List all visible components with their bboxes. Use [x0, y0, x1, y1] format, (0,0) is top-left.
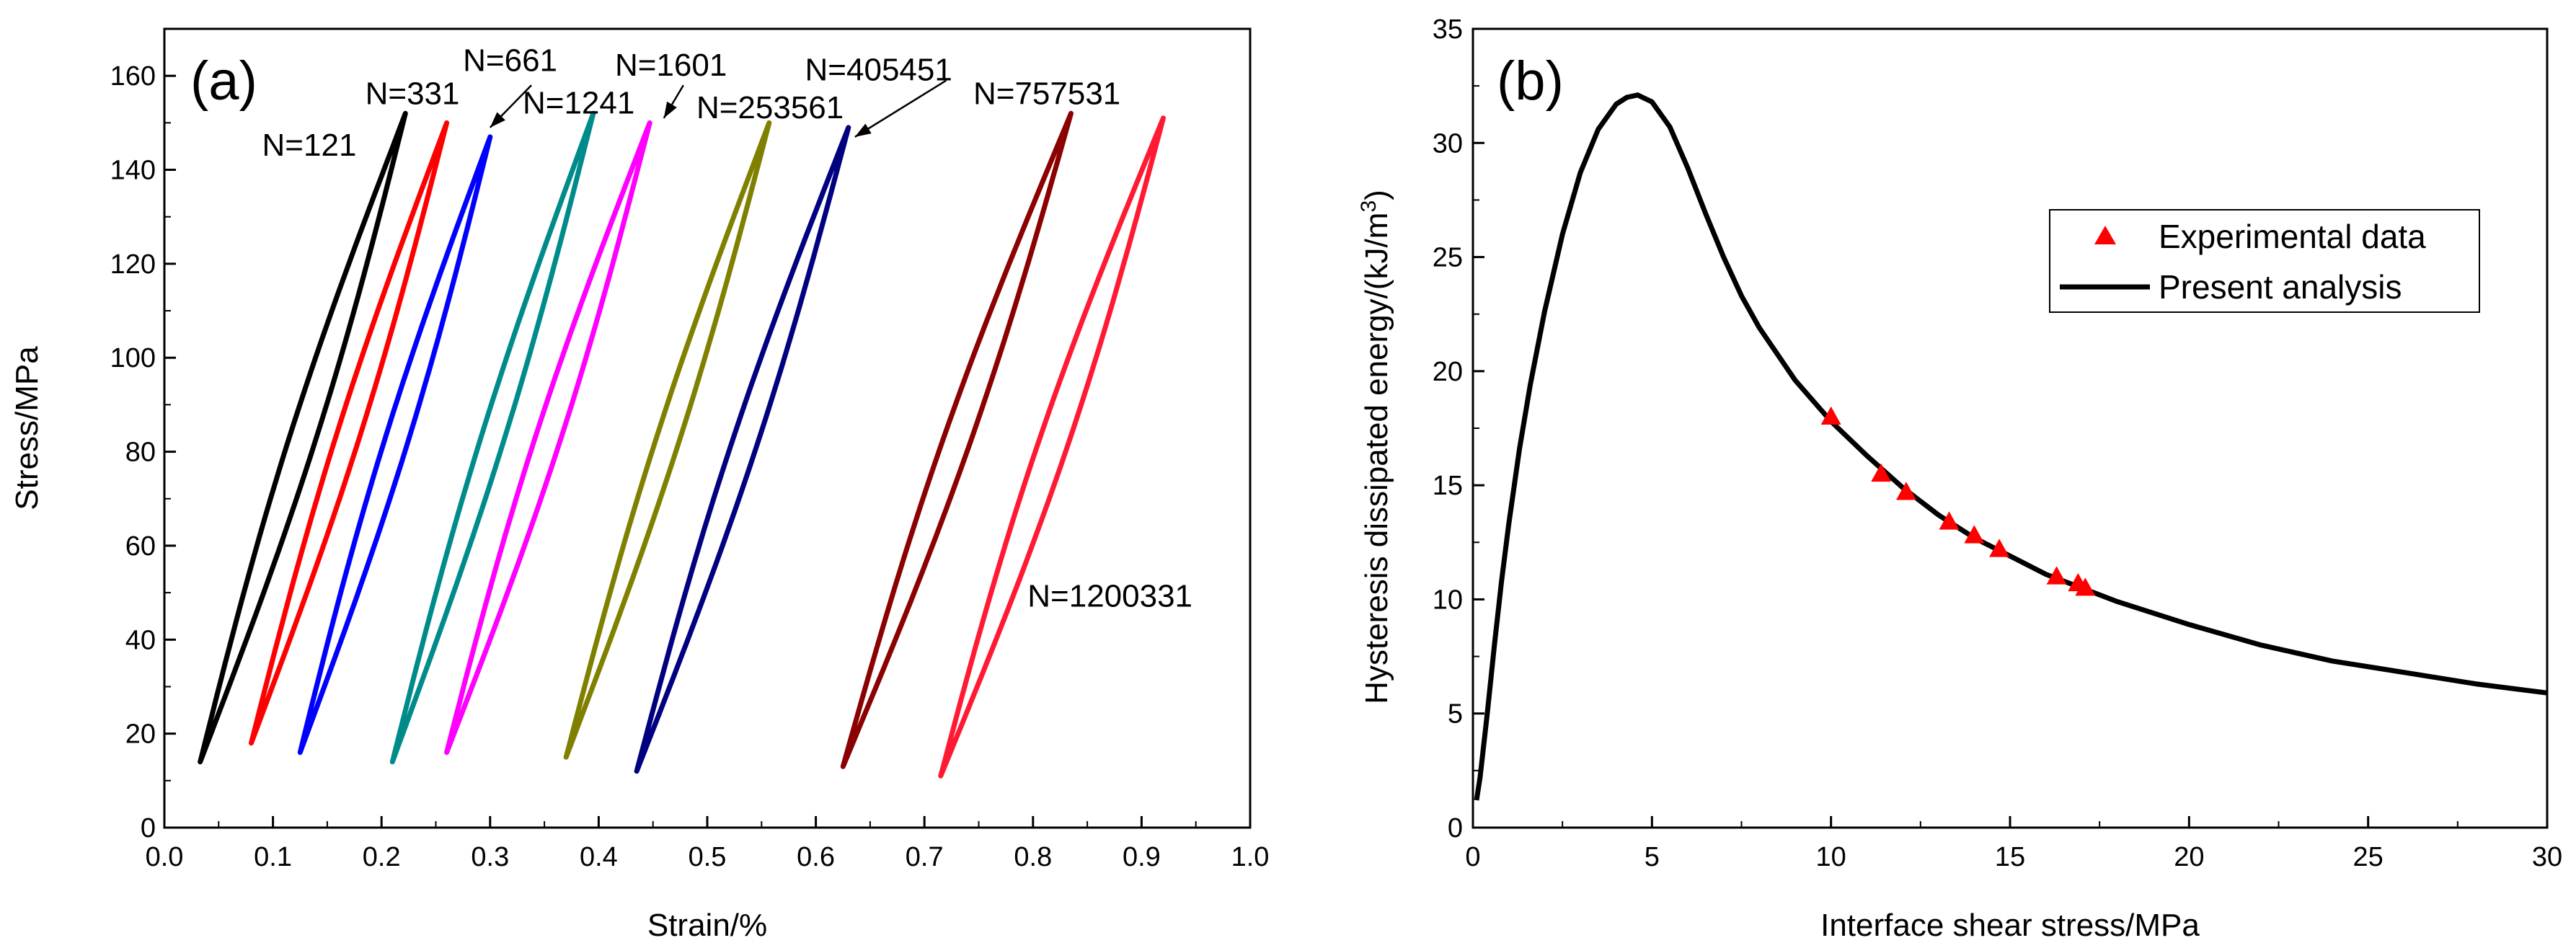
chart-a-loop-n-253561: [563, 120, 772, 760]
chart-a-arrow-head: [490, 112, 505, 128]
chart-b-experimental-point: [1964, 525, 1985, 544]
chart-b-experimental-point: [1939, 511, 1960, 530]
chart-a-arrow-line: [854, 79, 947, 138]
chart-a-loop-n-661: [297, 134, 493, 756]
chart-a: 0.0 0.1 0.2 0.3 0.4 0.5 0.6 0.7 0.8 0.9 1.0 0 20 40 60…: [9, 27, 1270, 943]
chart-a-arrow-head: [854, 123, 872, 137]
chart-b-x-tick-label: 5: [1645, 842, 1660, 872]
chart-b-x-tick-label: 30: [2532, 842, 2562, 872]
chart-a-loop-n-331: [249, 120, 450, 746]
chart-b-experimental-point: [1895, 482, 1916, 500]
chart-a-panel-label: (a): [190, 50, 257, 112]
chart-b-points-group: [1820, 406, 2096, 596]
chart-a-x-tick-label: 0.1: [254, 842, 292, 872]
chart-a-annotation-n-1200331: N=1200331: [1027, 579, 1192, 614]
chart-a-loop-n-1200331: [938, 115, 1166, 779]
chart-b-y-axis-label: Hysteresis dissipated energy/(kJ/m3): [1357, 190, 1395, 704]
chart-a-annotation-n-661: N=661: [463, 43, 557, 79]
chart-a-ticks: 0.0 0.1 0.2 0.3 0.4 0.5 0.6 0.7 0.8 0.9 1.0 0 20 40 60…: [110, 28, 1270, 872]
chart-a-y-tick-label: 60: [125, 531, 156, 562]
chart-b-experimental-point: [1871, 463, 1892, 482]
chart-a-x-tick-label: 0.2: [363, 842, 401, 872]
chart-b-x-tick-label: 0: [1465, 842, 1480, 872]
chart-b-present-analysis-curve: [1474, 92, 2548, 801]
chart-a-x-tick-label: 0.4: [580, 842, 618, 872]
chart-a-x-tick-label: 0.3: [471, 842, 509, 872]
chart-b-legend: Experimental data Present analysis: [2049, 209, 2480, 313]
chart-b-y-tick-label: 5: [1448, 699, 1463, 730]
chart-a-annotation-n-1241: N=1241: [523, 85, 634, 120]
chart-b-y-axis-label-main: Hysteresis dissipated energy/(kJ/m: [1359, 213, 1394, 704]
chart-a-y-tick-label: 20: [125, 719, 156, 750]
chart-a-x-tick-label: 0.9: [1123, 842, 1161, 872]
chart-b-experimental-point: [1989, 539, 2010, 557]
chart-a-arrow-head: [663, 101, 677, 118]
chart-a-annotation-n-253561: N=253561: [696, 90, 844, 125]
chart-b-y-axis-label-end: ): [1359, 190, 1394, 200]
chart-b-experimental-point: [1820, 406, 1841, 425]
chart-b: 0 5 10 15 20 25 30 0 5 10 15 20 25 30 35 (b) Interface…: [1357, 14, 2563, 943]
chart-a-annotation-n-331: N=331: [366, 76, 460, 111]
chart-b-curve-group: [1474, 92, 2548, 801]
chart-a-y-axis-label: Stress/MPa: [9, 346, 45, 510]
legend-label-present-analysis: Present analysis: [2159, 268, 2402, 306]
legend-label-experimental: Experimental data: [2159, 218, 2426, 255]
chart-a-loop-n-757531: [840, 110, 1074, 769]
chart-b-legend-box: [2049, 209, 2480, 313]
chart-a-y-tick-label: 160: [110, 61, 156, 92]
chart-b-experimental-point: [2075, 577, 2096, 596]
chart-a-y-tick-label: 120: [110, 249, 156, 280]
chart-b-experimental-point: [2046, 566, 2067, 585]
chart-b-y-tick-label: 20: [1433, 357, 1463, 387]
chart-a-annotation-n-1601: N=1601: [615, 48, 727, 83]
chart-b-y-tick-label: 10: [1433, 585, 1463, 615]
chart-a-y-tick-label: 40: [125, 625, 156, 655]
chart-a-x-tick-label: 0.5: [689, 842, 727, 872]
chart-b-y-tick-label: 25: [1433, 243, 1463, 273]
chart-b-y-tick-label: 35: [1433, 14, 1463, 45]
chart-a-y-tick-label: 140: [110, 156, 156, 186]
chart-a-x-tick-label: 0.8: [1014, 842, 1052, 872]
chart-a-annotation-n-405451: N=405451: [805, 53, 952, 88]
chart-a-loop-n-1601: [444, 120, 652, 756]
chart-a-annotation-n-121: N=121: [262, 128, 357, 163]
chart-a-arrows: [489, 79, 947, 138]
chart-a-x-tick-label: 0.0: [146, 842, 184, 872]
chart-a-x-axis-label: Strain/%: [647, 908, 767, 943]
chart-a-loop-n-121: [198, 110, 408, 765]
chart-a-x-tick-label: 0.7: [906, 842, 944, 872]
chart-b-x-tick-label: 25: [2353, 842, 2384, 872]
chart-a-series-group: [198, 110, 1166, 779]
chart-a-x-tick-label: 0.6: [797, 842, 835, 872]
chart-b-x-axis-label: Interface shear stress/MPa: [1820, 908, 2200, 943]
chart-a-y-tick-label: 80: [125, 438, 156, 468]
legend-marker-experimental: [2094, 226, 2116, 244]
chart-b-plot-frame: [1471, 27, 2549, 829]
chart-a-loop-n-1241: [389, 110, 596, 765]
chart-a-x-tick-label: 1.0: [1231, 842, 1270, 872]
chart-b-y-tick-label: 15: [1433, 471, 1463, 501]
chart-a-annotation-n-757531: N=757531: [973, 76, 1120, 111]
chart-b-y-tick-label: 0: [1448, 813, 1463, 843]
chart-b-ticks: 0 5 10 15 20 25 30 0 5 10 15 20 25 30 35: [1433, 14, 2562, 872]
chart-b-y-tick-label: 30: [1433, 128, 1463, 159]
chart-a-y-tick-label: 0: [141, 813, 156, 843]
chart-a-y-tick-label: 100: [110, 343, 156, 373]
chart-b-x-tick-label: 20: [2174, 842, 2204, 872]
chart-b-y-axis-label-sup: 3: [1357, 200, 1381, 213]
chart-b-x-tick-label: 10: [1816, 842, 1846, 872]
chart-b-x-tick-label: 15: [1995, 842, 2025, 872]
chart-a-loop-n-405451: [634, 125, 851, 774]
chart-b-panel-label: (b): [1497, 50, 1564, 112]
